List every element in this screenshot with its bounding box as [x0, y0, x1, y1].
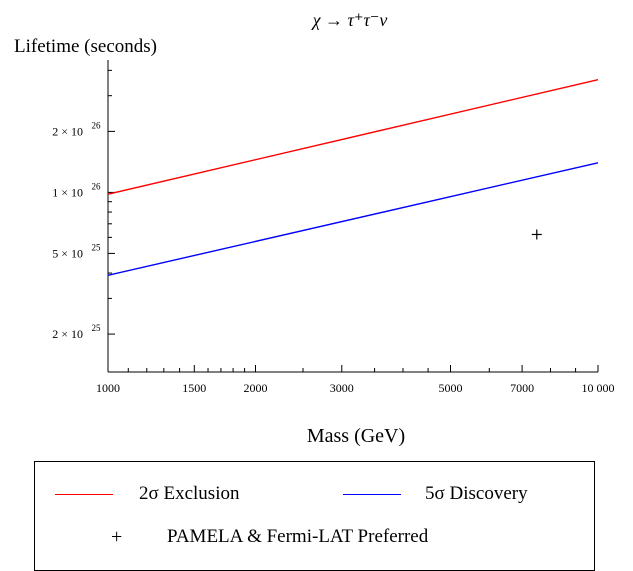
x-tick-label: 10 000: [582, 381, 615, 395]
legend-marker-plus: +: [111, 526, 123, 548]
pamela-fermi-point: [531, 229, 542, 240]
y-tick-exponent: 26: [92, 120, 102, 130]
legend-swatch-discovery: [343, 494, 401, 495]
x-tick-label: 7000: [510, 381, 534, 395]
y-tick-exponent: 25: [92, 242, 102, 252]
x-tick-label: 5000: [438, 381, 462, 395]
series-layer: [107, 78, 599, 276]
chart-plot: χ → τ⁺τ⁻ν Lifetime (seconds) Mass (GeV) …: [14, 10, 615, 447]
y-tick-label: 2 × 10: [52, 327, 83, 341]
chart-title: χ → τ⁺τ⁻ν: [311, 10, 388, 30]
x-tick-label: 1500: [182, 381, 206, 395]
x-tick-label: 2000: [244, 381, 268, 395]
legend-row-1: 2σ Exclusion 5σ Discovery: [35, 479, 594, 509]
y-tick-label: 5 × 10: [52, 246, 83, 260]
y-tick-label: 1 × 10: [52, 185, 83, 199]
x-tick-label: 3000: [330, 381, 354, 395]
legend-swatch-exclusion: [55, 494, 113, 495]
series-line-exclusion: [107, 78, 599, 195]
y-axis-label: Lifetime (seconds): [14, 36, 157, 57]
axes: 1000 1500 2000 3000 5000 7000 10 000 2 × 10 25 5 …: [52, 60, 615, 395]
series-line-discovery: [107, 162, 599, 276]
y-tick-label: 2 × 10: [52, 124, 83, 138]
legend-label-exclusion: 2σ Exclusion: [139, 483, 240, 504]
points-layer: [531, 229, 542, 240]
y-tick-exponent: 26: [92, 181, 102, 191]
x-tick-label: 1000: [96, 381, 120, 395]
x-axis-label: Mass (GeV): [307, 425, 405, 447]
y-tick-exponent: 25: [92, 323, 102, 333]
legend-label-pamela: PAMELA & Fermi-LAT Preferred: [167, 526, 429, 547]
legend: 2σ Exclusion 5σ Discovery + PAMELA & Fer…: [34, 461, 595, 571]
legend-label-discovery: 5σ Discovery: [425, 483, 528, 504]
legend-row-2: + PAMELA & Fermi-LAT Preferred: [35, 522, 594, 552]
